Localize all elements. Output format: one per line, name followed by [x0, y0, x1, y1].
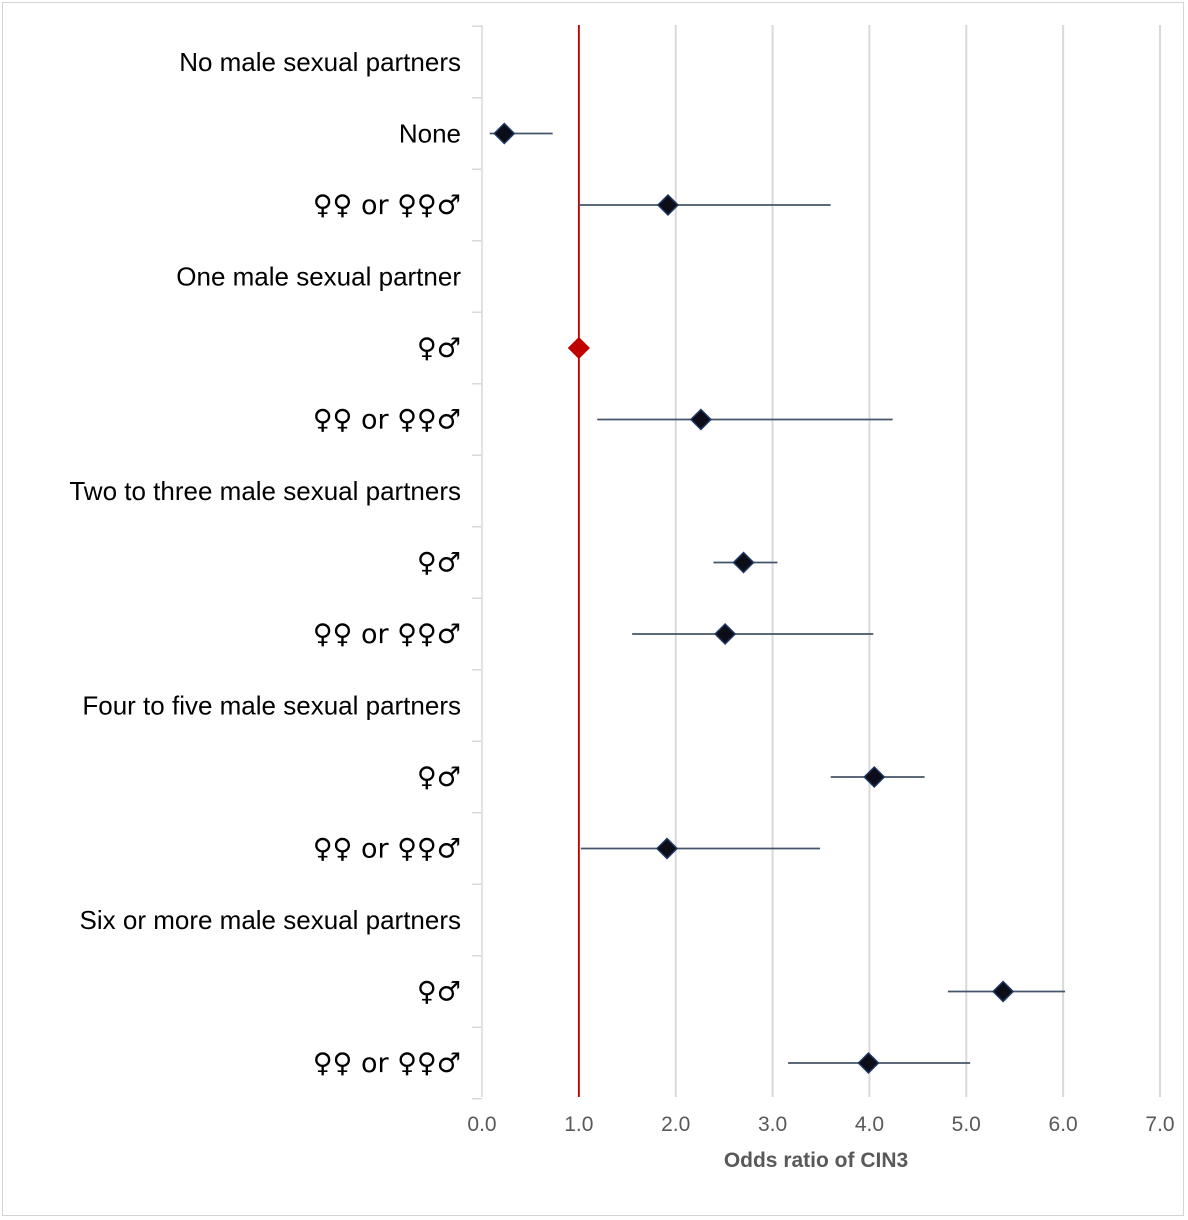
reference-marker	[567, 336, 590, 360]
estimate-marker	[857, 1051, 880, 1075]
x-tick-label: 6.0	[1049, 1113, 1078, 1136]
grid-layer	[481, 25, 1161, 1097]
row-label: ♀♀ or ♀♀♂	[313, 405, 461, 436]
x-axis-title: Odds ratio of CIN3	[724, 1149, 908, 1172]
x-tick-label: 2.0	[661, 1113, 690, 1136]
group-header-label: No male sexual partners	[179, 47, 461, 77]
estimate-marker	[655, 837, 679, 860]
forest-plot: No male sexual partners None ♀♀ or ♀♀♂ One …	[69, 25, 1175, 1172]
row-label: ♀♀ or ♀♀♂	[313, 190, 461, 221]
x-tick-label: 3.0	[758, 1113, 787, 1136]
estimate-marker	[732, 551, 755, 574]
x-tick-label: 7.0	[1145, 1113, 1174, 1136]
group-header-label: Six or more male sexual partners	[80, 905, 461, 935]
row-label: ♀♀ or ♀♀♂	[313, 834, 461, 865]
x-tick-label: 5.0	[952, 1113, 981, 1136]
row-label: ♀♀ or ♀♀♂	[313, 1048, 461, 1079]
confidence-intervals	[489, 132, 1066, 1064]
row-label: None	[399, 119, 461, 149]
group-header-label: Two to three male sexual partners	[69, 476, 461, 506]
estimate-markers	[493, 122, 1015, 1075]
estimate-marker	[863, 765, 886, 789]
row-separators	[472, 25, 482, 1100]
x-tick-label: 1.0	[564, 1113, 593, 1136]
estimate-marker	[992, 980, 1015, 1003]
row-labels: No male sexual partners None ♀♀ or ♀♀♂ One …	[69, 47, 461, 1079]
group-header-label: One male sexual partner	[176, 262, 461, 292]
group-header-label: Four to five male sexual partners	[82, 691, 461, 721]
x-tick-label: 0.0	[467, 1113, 496, 1136]
x-tick-labels: 0.0 1.0 2.0 3.0 4.0 5.0 6.0 7.0	[467, 1113, 1174, 1136]
estimate-marker	[689, 408, 712, 431]
x-tick-label: 4.0	[855, 1113, 884, 1136]
estimate-marker	[656, 193, 680, 217]
estimate-marker	[493, 122, 516, 145]
row-label: ♀♂	[417, 548, 461, 579]
estimate-marker	[714, 622, 737, 646]
row-label: ♀♂	[417, 333, 461, 364]
row-label: ♀♂	[417, 977, 461, 1008]
row-label: ♀♂	[417, 762, 461, 793]
row-label: ♀♀ or ♀♀♂	[313, 619, 461, 650]
